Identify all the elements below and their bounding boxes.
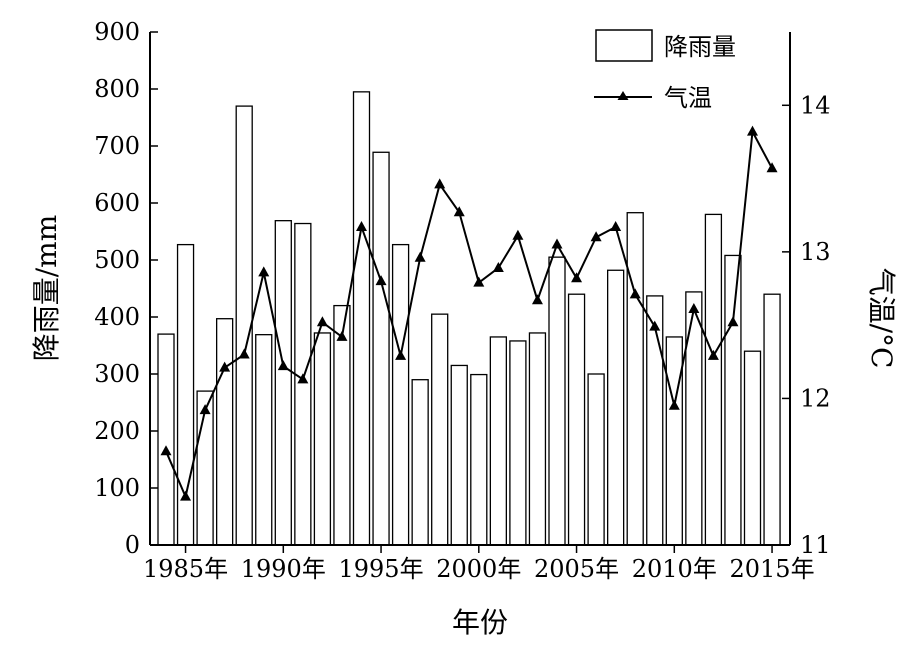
chart-legend: 降雨量 气温: [594, 29, 736, 112]
rainfall-bar: [352, 91, 371, 546]
temperature-point: [531, 294, 543, 305]
rainfall-bar: [509, 340, 527, 546]
temperature-point: [727, 316, 739, 327]
temperature-point: [551, 238, 563, 249]
left-y-tick-label: 900: [94, 18, 140, 46]
temperature-point: [160, 445, 172, 456]
rainfall-bar: [372, 151, 390, 546]
left-y-tick-label: 300: [94, 360, 140, 388]
temperature-point: [356, 220, 367, 231]
temperature-point: [688, 303, 700, 314]
temperature-point: [180, 490, 192, 501]
rainfall-bar: [333, 304, 351, 546]
temperature-point: [297, 373, 309, 384]
rainfall-bar: [411, 379, 429, 546]
left-y-tick-label: 600: [94, 189, 140, 217]
rainfall-bar: [450, 364, 468, 546]
temperature-point: [375, 275, 387, 286]
temperature-point: [453, 206, 465, 217]
rainfall-bar: [743, 350, 762, 546]
legend-rainfall-label: 降雨量: [664, 33, 736, 61]
temperature-point: [277, 360, 289, 371]
rainfall-bar: [215, 318, 234, 546]
rainfall-bar: [704, 213, 723, 546]
temperature-point: [512, 229, 524, 240]
x-tick-label: 2015年: [730, 555, 815, 583]
temperature-point: [199, 404, 211, 415]
temperature-point: [473, 276, 485, 287]
temperature-point: [238, 348, 250, 359]
temperature-point: [668, 399, 680, 410]
temperature-point: [414, 251, 426, 262]
rainfall-bar: [391, 243, 410, 546]
rainfall-bar: [548, 256, 566, 546]
rainfall-bars: [157, 91, 781, 546]
right-y-axis-title: 气温/°C: [865, 268, 898, 369]
rainfall-bar: [274, 220, 292, 546]
temperature-point: [629, 288, 641, 299]
rainfall-bar: [607, 269, 625, 546]
rainfall-bar: [157, 333, 175, 546]
rainfall-bar: [646, 295, 664, 546]
left-y-tick-label: 700: [94, 132, 140, 160]
x-tick-label: 2010年: [632, 555, 717, 583]
right-y-tick-label: 13: [800, 238, 831, 266]
chart-axes: [149, 31, 791, 553]
rainfall-bar: [626, 212, 644, 546]
rainfall-bar: [255, 334, 273, 546]
legend-rainfall-swatch: [595, 29, 653, 62]
rainfall-bar: [235, 105, 253, 546]
right-y-tick-label: 11: [800, 531, 831, 559]
right-y-tick-label: 14: [800, 91, 831, 119]
left-y-tick-label: 800: [94, 75, 140, 103]
legend-temperature-marker: [617, 91, 629, 100]
rainfall-bar: [489, 336, 508, 546]
rainfall-bar: [470, 373, 488, 546]
temperature-point: [219, 361, 231, 372]
x-tick-label: 1990年: [241, 555, 326, 583]
left-y-tick-label: 200: [94, 417, 140, 445]
x-tick-label: 2000年: [436, 555, 521, 583]
temperature-point: [649, 320, 661, 331]
x-axis-title: 年份: [452, 606, 508, 639]
rainfall-bar: [665, 336, 683, 546]
right-y-tick-label: 12: [800, 384, 831, 412]
temperature-point: [258, 266, 270, 277]
left-y-tick-label: 400: [94, 303, 140, 331]
rainfall-bar: [724, 254, 742, 546]
temperature-point: [571, 272, 583, 283]
rainfall-bar: [528, 332, 547, 546]
x-tick-label: 1985年: [143, 555, 228, 583]
rainfall-bar: [587, 373, 605, 546]
legend-temperature-label: 气温: [664, 84, 712, 112]
left-y-axis-title: 降雨量/mm: [30, 215, 63, 362]
temperature-point: [492, 261, 504, 272]
temperature-line: [165, 128, 773, 500]
temperature-point: [747, 125, 758, 136]
temperature-point: [316, 316, 328, 327]
temperature-point: [395, 349, 407, 360]
rainfall-bar: [685, 291, 703, 546]
temperature-point: [707, 349, 719, 360]
left-y-tick-label: 0: [125, 531, 140, 559]
rainfall-bar: [294, 222, 312, 546]
temperature-point: [434, 178, 446, 189]
temperature-line-series: [160, 125, 778, 501]
tick-labels: 0 100 200 300 400 500 600 700 800 900 11 12 13 14 1985…: [94, 18, 830, 583]
temperature-point: [590, 231, 602, 242]
x-tick-label: 2005年: [534, 555, 619, 583]
rainfall-bar: [567, 293, 586, 546]
temperature-point: [766, 162, 778, 173]
left-y-tick-label: 100: [94, 474, 140, 502]
rainfall-bar: [431, 313, 449, 546]
x-tick-label: 1995年: [339, 555, 424, 583]
temperature-point: [336, 330, 348, 341]
rainfall-bar: [763, 293, 781, 546]
temperature-point: [610, 220, 622, 231]
left-y-tick-label: 500: [94, 246, 140, 274]
rainfall-bar: [313, 332, 332, 546]
